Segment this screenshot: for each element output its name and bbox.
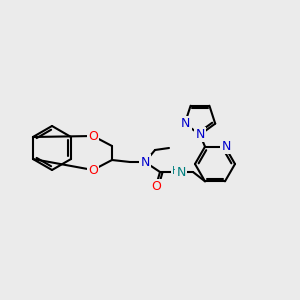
Text: H: H <box>172 166 180 176</box>
Text: N: N <box>140 155 150 169</box>
Text: O: O <box>88 130 98 142</box>
Text: O: O <box>151 181 161 194</box>
Text: N: N <box>195 128 205 141</box>
Text: N: N <box>221 140 231 153</box>
Text: N: N <box>181 117 190 130</box>
Text: O: O <box>88 164 98 176</box>
Text: N: N <box>176 166 186 178</box>
